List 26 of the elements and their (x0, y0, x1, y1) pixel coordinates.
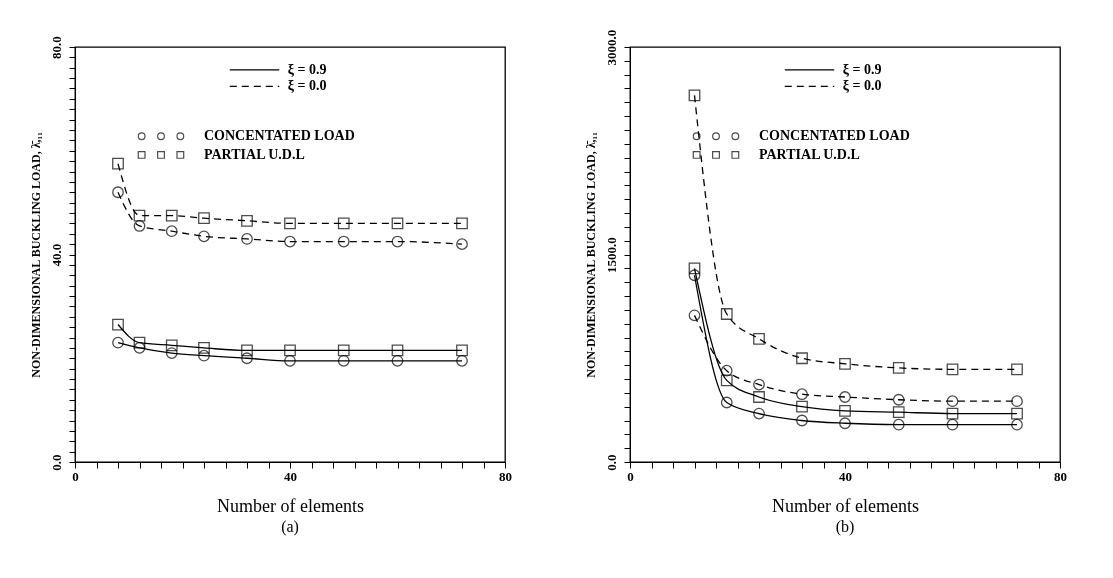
x-axis-title: Number of elements (217, 495, 364, 516)
text: (b) (835, 518, 855, 536)
annotation: ξ = 0.9 (287, 61, 327, 77)
x-tick-label: 40 (284, 468, 297, 484)
y-tick-label: 1500.0 (603, 237, 619, 273)
x-tick-label: 40 (839, 468, 852, 484)
annotation: ξ = 0.0 (842, 78, 882, 94)
x-tick-label: 80 (499, 468, 512, 484)
x-tick-label: 80 (1054, 468, 1067, 484)
annotation: PARTIAL U.D.L (204, 146, 305, 162)
annotation: ξ = 0.9 (842, 61, 882, 77)
y-tick-label: 40.0 (48, 243, 64, 267)
text: (a) (281, 518, 299, 536)
y-tick-label: 3000.0 (603, 29, 619, 66)
annotation: CONCENTATED LOAD (204, 128, 355, 144)
x-axis-title: Number of elements (772, 495, 919, 516)
y-axis-title: NON-DIMENSIONAL BUCKLING LOAD, λ̄,₁₁ (28, 131, 43, 378)
x-tick-label: 0 (627, 468, 634, 484)
y-tick-label: 80.0 (48, 36, 64, 59)
y-tick-label: 0.0 (48, 454, 64, 471)
x-tick-label: 0 (72, 468, 79, 484)
annotation: PARTIAL U.D.L (759, 146, 860, 162)
y-axis-title: NON-DIMENSIONAL BUCKLING LOAD, λ̄,₁₁ (583, 131, 598, 378)
y-tick-label: 0.0 (603, 454, 619, 471)
annotation: CONCENTATED LOAD (759, 128, 910, 144)
annotation: ξ = 0.0 (287, 78, 327, 94)
